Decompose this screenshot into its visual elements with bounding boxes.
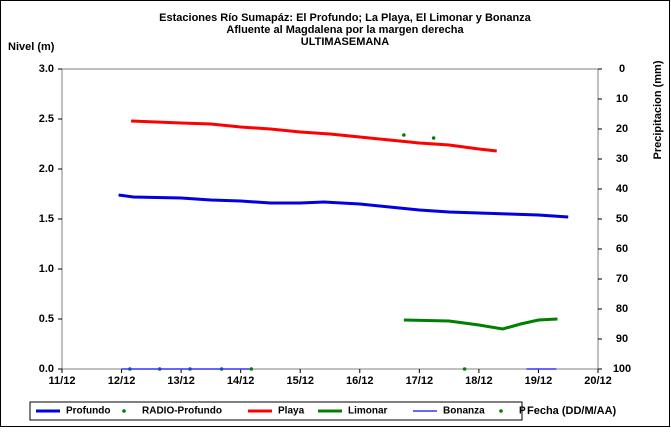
x-tick-label: 18/12 [465,375,493,387]
y2-tick-label: 90 [616,333,628,345]
line [131,119,497,153]
y2-tick-label: 80 [616,303,628,315]
y2-tick-label: 10 [616,93,628,105]
legend-swatch [499,409,503,413]
y2-tick-label: 50 [616,213,628,225]
y-tick-label: 0.5 [39,313,54,325]
line [118,193,569,219]
plot-area [61,68,599,370]
x-tick-label: 17/12 [406,375,434,387]
x-tick-label: 14/12 [227,375,255,387]
chart-title: Estaciones Río Sumapáz: El Profundo; La … [159,12,532,24]
y2-tick-label: 70 [616,273,628,285]
y2-tick-label: 40 [616,183,628,195]
y2-tick-label: 100 [613,363,631,375]
y2-axis-label: Precipitacion (mm) [652,60,664,159]
x-tick-label: 20/12 [584,375,612,387]
line [403,317,558,331]
y-tick-label: 2.5 [39,113,54,125]
x-tick-label: 19/12 [525,375,553,387]
y2-tick-label: 0 [619,63,625,75]
y2-tick-label: 30 [616,153,628,165]
y-tick-label: 0.0 [39,363,54,375]
x-axis-label: Fecha (DD/M/AA) [527,405,617,417]
chart-subtitle: Afluente al Magdalena por la margen dere… [226,24,464,36]
legend-label: RADIO-Profundo [142,406,222,417]
legend-label: Limonar [348,406,388,417]
dot [431,136,436,140]
dot [462,367,467,371]
y-tick-label: 2.0 [39,163,54,175]
legend-label: Bonanza [443,406,485,417]
legend-swatch [122,409,126,413]
legend-label: Playa [278,406,305,417]
dot [249,367,254,371]
dot [402,133,406,137]
x-tick-label: 13/12 [167,375,195,387]
y-tick-label: 1.0 [39,263,54,275]
legend-label: Profundo [66,406,110,417]
legend-label: P [519,406,526,417]
y-axis-label: Nivel (m) [8,41,55,53]
x-tick-label: 15/12 [286,375,314,387]
y-tick-label: 3.0 [39,63,54,75]
y2-tick-label: 20 [616,123,628,135]
y2-tick-label: 60 [616,243,628,255]
x-tick-label: 11/12 [49,375,76,387]
legend-box [29,401,523,421]
x-tick-label: 16/12 [346,375,374,387]
x-tick-label: 12/12 [108,375,136,387]
chart-subtitle: ULTIMASEMANA [301,36,389,48]
y-tick-label: 1.5 [39,213,54,225]
